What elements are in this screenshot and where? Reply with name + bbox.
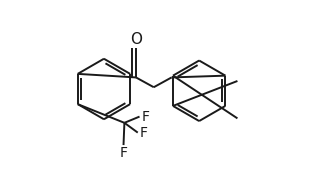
Text: O: O [130, 32, 142, 47]
Text: F: F [142, 110, 150, 124]
Text: F: F [140, 126, 148, 140]
Text: F: F [119, 146, 127, 161]
